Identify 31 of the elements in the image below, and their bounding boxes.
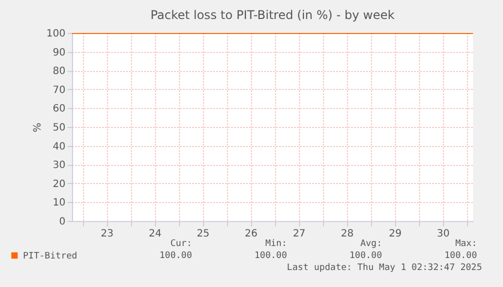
x-tick-label: 27 [292, 228, 306, 240]
text: Last update: Thu May 1 02:32:47 2025 [286, 263, 482, 273]
legend-label: PIT-Bitred [23, 252, 78, 262]
chart-title: Packet loss to PIT-Bitred (in %) - by week [150, 8, 395, 22]
y-tick-label: 30 [52, 160, 66, 172]
y-tick-label: 70 [52, 84, 66, 96]
y-tick-label: 10 [52, 198, 66, 209]
y-tick-label: 80 [52, 66, 66, 78]
text: Cur: [170, 239, 192, 249]
text: Min: [265, 239, 287, 249]
y-tick-label: 90 [52, 47, 66, 58]
y-tick-label: 20 [52, 178, 66, 190]
y-tick-label: 100 [46, 28, 66, 40]
x-tick-label: 26 [244, 228, 258, 240]
text: 100.00 [349, 251, 382, 261]
y-tick-label: 50 [52, 122, 66, 134]
text: 100.00 [444, 251, 477, 261]
y-tick-label: 0 [59, 216, 66, 228]
y-tick-label: 60 [52, 104, 66, 115]
text: Avg: [360, 239, 382, 249]
x-tick-label: 23 [100, 228, 114, 240]
text: Max: [455, 239, 477, 249]
x-tick-label: 30 [436, 228, 450, 240]
y-tick-label: 40 [52, 141, 66, 152]
x-tick-label: 25 [196, 228, 210, 240]
text: 100.00 [254, 251, 287, 261]
y-axis-title: % [32, 122, 44, 132]
x-tick-label: 29 [388, 228, 402, 240]
x-tick-label: 24 [148, 228, 162, 240]
x-tick-label: 28 [340, 228, 354, 240]
text: 100.00 [159, 251, 192, 261]
